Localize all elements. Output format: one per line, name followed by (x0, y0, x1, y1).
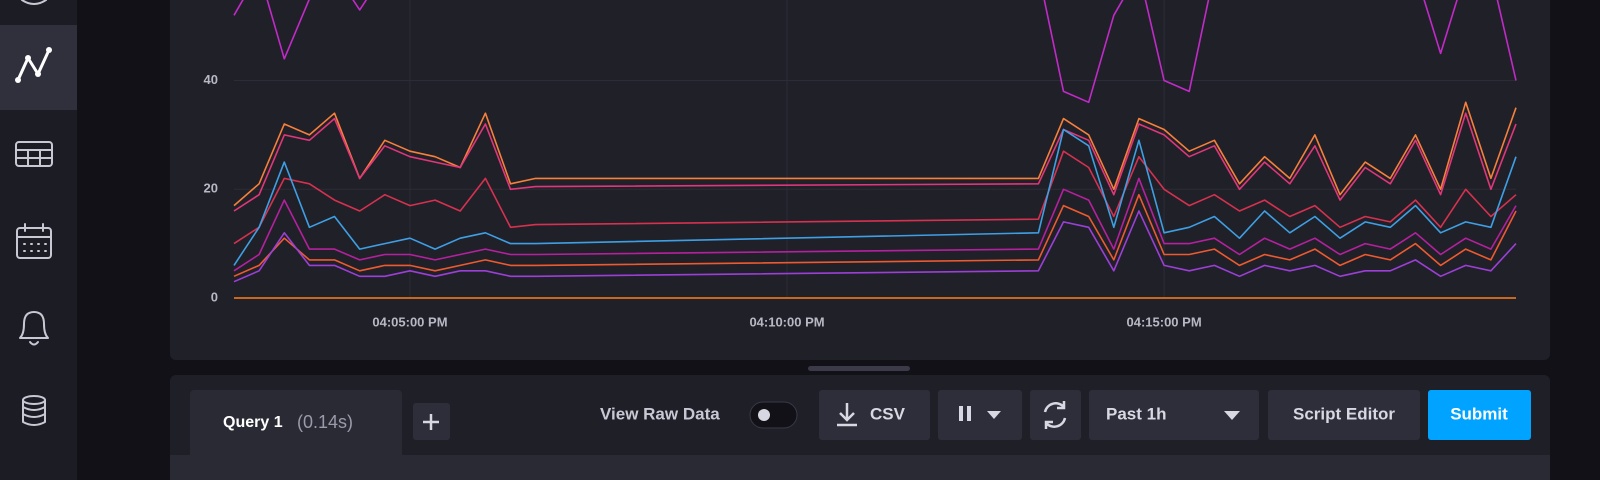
series-line (233, 0, 1517, 104)
y-tick-label: 20 (204, 181, 218, 196)
query-name: Query 1 (223, 414, 283, 431)
icon-table[interactable] (15, 141, 53, 167)
series-line (233, 128, 1517, 266)
raw-data-toggle[interactable] (749, 401, 798, 429)
query-duration: (0.14s) (297, 412, 353, 432)
plot: 0 20 40 04:05:00 PM 04:10:00 PM 04:15:00 PM (204, 0, 1517, 329)
icon-database[interactable] (22, 395, 46, 426)
x-tick-label: 04:05:00 PM (372, 314, 447, 329)
script-editor-label: Script Editor (1293, 404, 1395, 423)
refresh-button[interactable] (1030, 390, 1081, 440)
graph-panel (170, 0, 1550, 360)
submit-label: Submit (1450, 404, 1508, 423)
x-tick-label: 04:15:00 PM (1127, 314, 1202, 329)
series-line (233, 210, 1517, 283)
raw-data-label: View Raw Data (600, 404, 720, 423)
time-range-dropdown[interactable]: Past 1h (1089, 390, 1259, 440)
query-tab[interactable] (190, 390, 402, 460)
script-editor-button[interactable]: Script Editor (1268, 390, 1420, 440)
lines (233, 0, 1517, 299)
series-line (233, 193, 1517, 278)
pause-button[interactable] (938, 390, 1022, 440)
icon-bell[interactable] (19, 311, 49, 346)
series-line (233, 101, 1517, 207)
series-line (233, 150, 1517, 245)
x-tick-label: 04:10:00 PM (749, 314, 824, 329)
icon-calendar[interactable] (16, 223, 52, 259)
series-line (233, 112, 1517, 212)
resize-handle[interactable] (808, 366, 910, 371)
sidebar-active (0, 25, 77, 110)
csv-button[interactable]: CSV (819, 390, 930, 440)
time-range-label: Past 1h (1106, 404, 1166, 423)
icon-explore[interactable] (15, 47, 52, 83)
add-query-button[interactable] (413, 403, 450, 440)
series-line (233, 177, 1517, 272)
submit-button[interactable]: Submit (1428, 390, 1531, 440)
icon-cut (21, 0, 47, 5)
y-tick-label: 40 (204, 72, 218, 87)
y-tick-label: 0 (211, 289, 218, 304)
csv-label: CSV (870, 404, 906, 423)
